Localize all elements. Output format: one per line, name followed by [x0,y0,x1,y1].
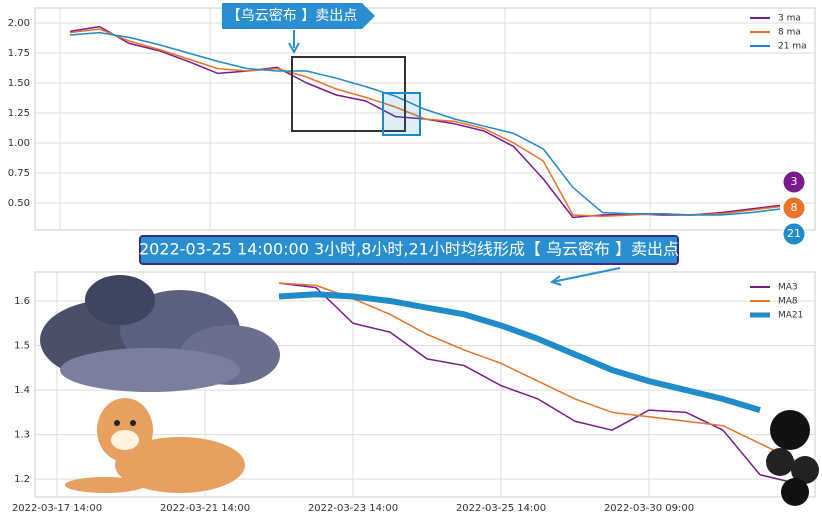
legend-label: 3 ma [778,14,801,24]
dark-cloud [766,410,819,506]
y-tick-label: 2.00 [8,18,30,29]
banner-arrow [549,267,621,286]
signal-box [382,92,421,136]
badge-label: 8 [791,201,798,214]
y-tick-label: 1.6 [14,296,30,307]
cloud-illustration [40,275,280,392]
series-line [69,31,781,216]
legend-label: MA3 [778,283,798,293]
banner-text: 2022-03-25 14:00:00 3小时,8小时,21小时均线形成【 乌云… [139,240,679,259]
badge [782,196,806,220]
y-tick-label: 0.50 [8,198,30,209]
y-tick-label: 1.2 [14,474,30,485]
y-tick-label: 1.00 [8,138,30,149]
legend-label: MA8 [778,297,798,307]
y-tick-label: 0.75 [8,168,30,179]
signal-text: 【乌云密布 】卖出点 [227,7,357,24]
series-line [278,282,798,463]
banner [139,235,679,265]
y-tick-label: 1.4 [14,385,30,396]
legend-label: MA21 [778,311,803,321]
y-tick-label: 1.75 [8,48,30,59]
y-tick-label: 1.25 [8,108,30,119]
x-tick-label: 2022-03-23 14:00 [308,503,398,514]
series-line [278,291,761,413]
x-tick-label: 2022-03-17 14:00 [12,503,102,514]
dog-illustration [65,398,245,493]
badge-label: 3 [791,175,798,188]
signal-arrow [288,30,300,55]
badge [782,170,806,194]
y-tick-label: 1.3 [14,430,30,441]
y-tick-label: 1.5 [14,341,30,352]
legend-label: 21 ma [778,42,807,52]
x-tick-label: 2022-03-21 14:00 [160,503,250,514]
x-tick-label: 2022-03-25 14:00 [456,503,546,514]
x-tick-label: 2022-03-30 09:00 [604,503,694,514]
legend-label: 8 ma [778,28,801,38]
y-tick-label: 1.50 [8,78,30,89]
badge-label: 21 [787,227,801,240]
badge [782,222,806,246]
signal-callout [222,3,375,29]
